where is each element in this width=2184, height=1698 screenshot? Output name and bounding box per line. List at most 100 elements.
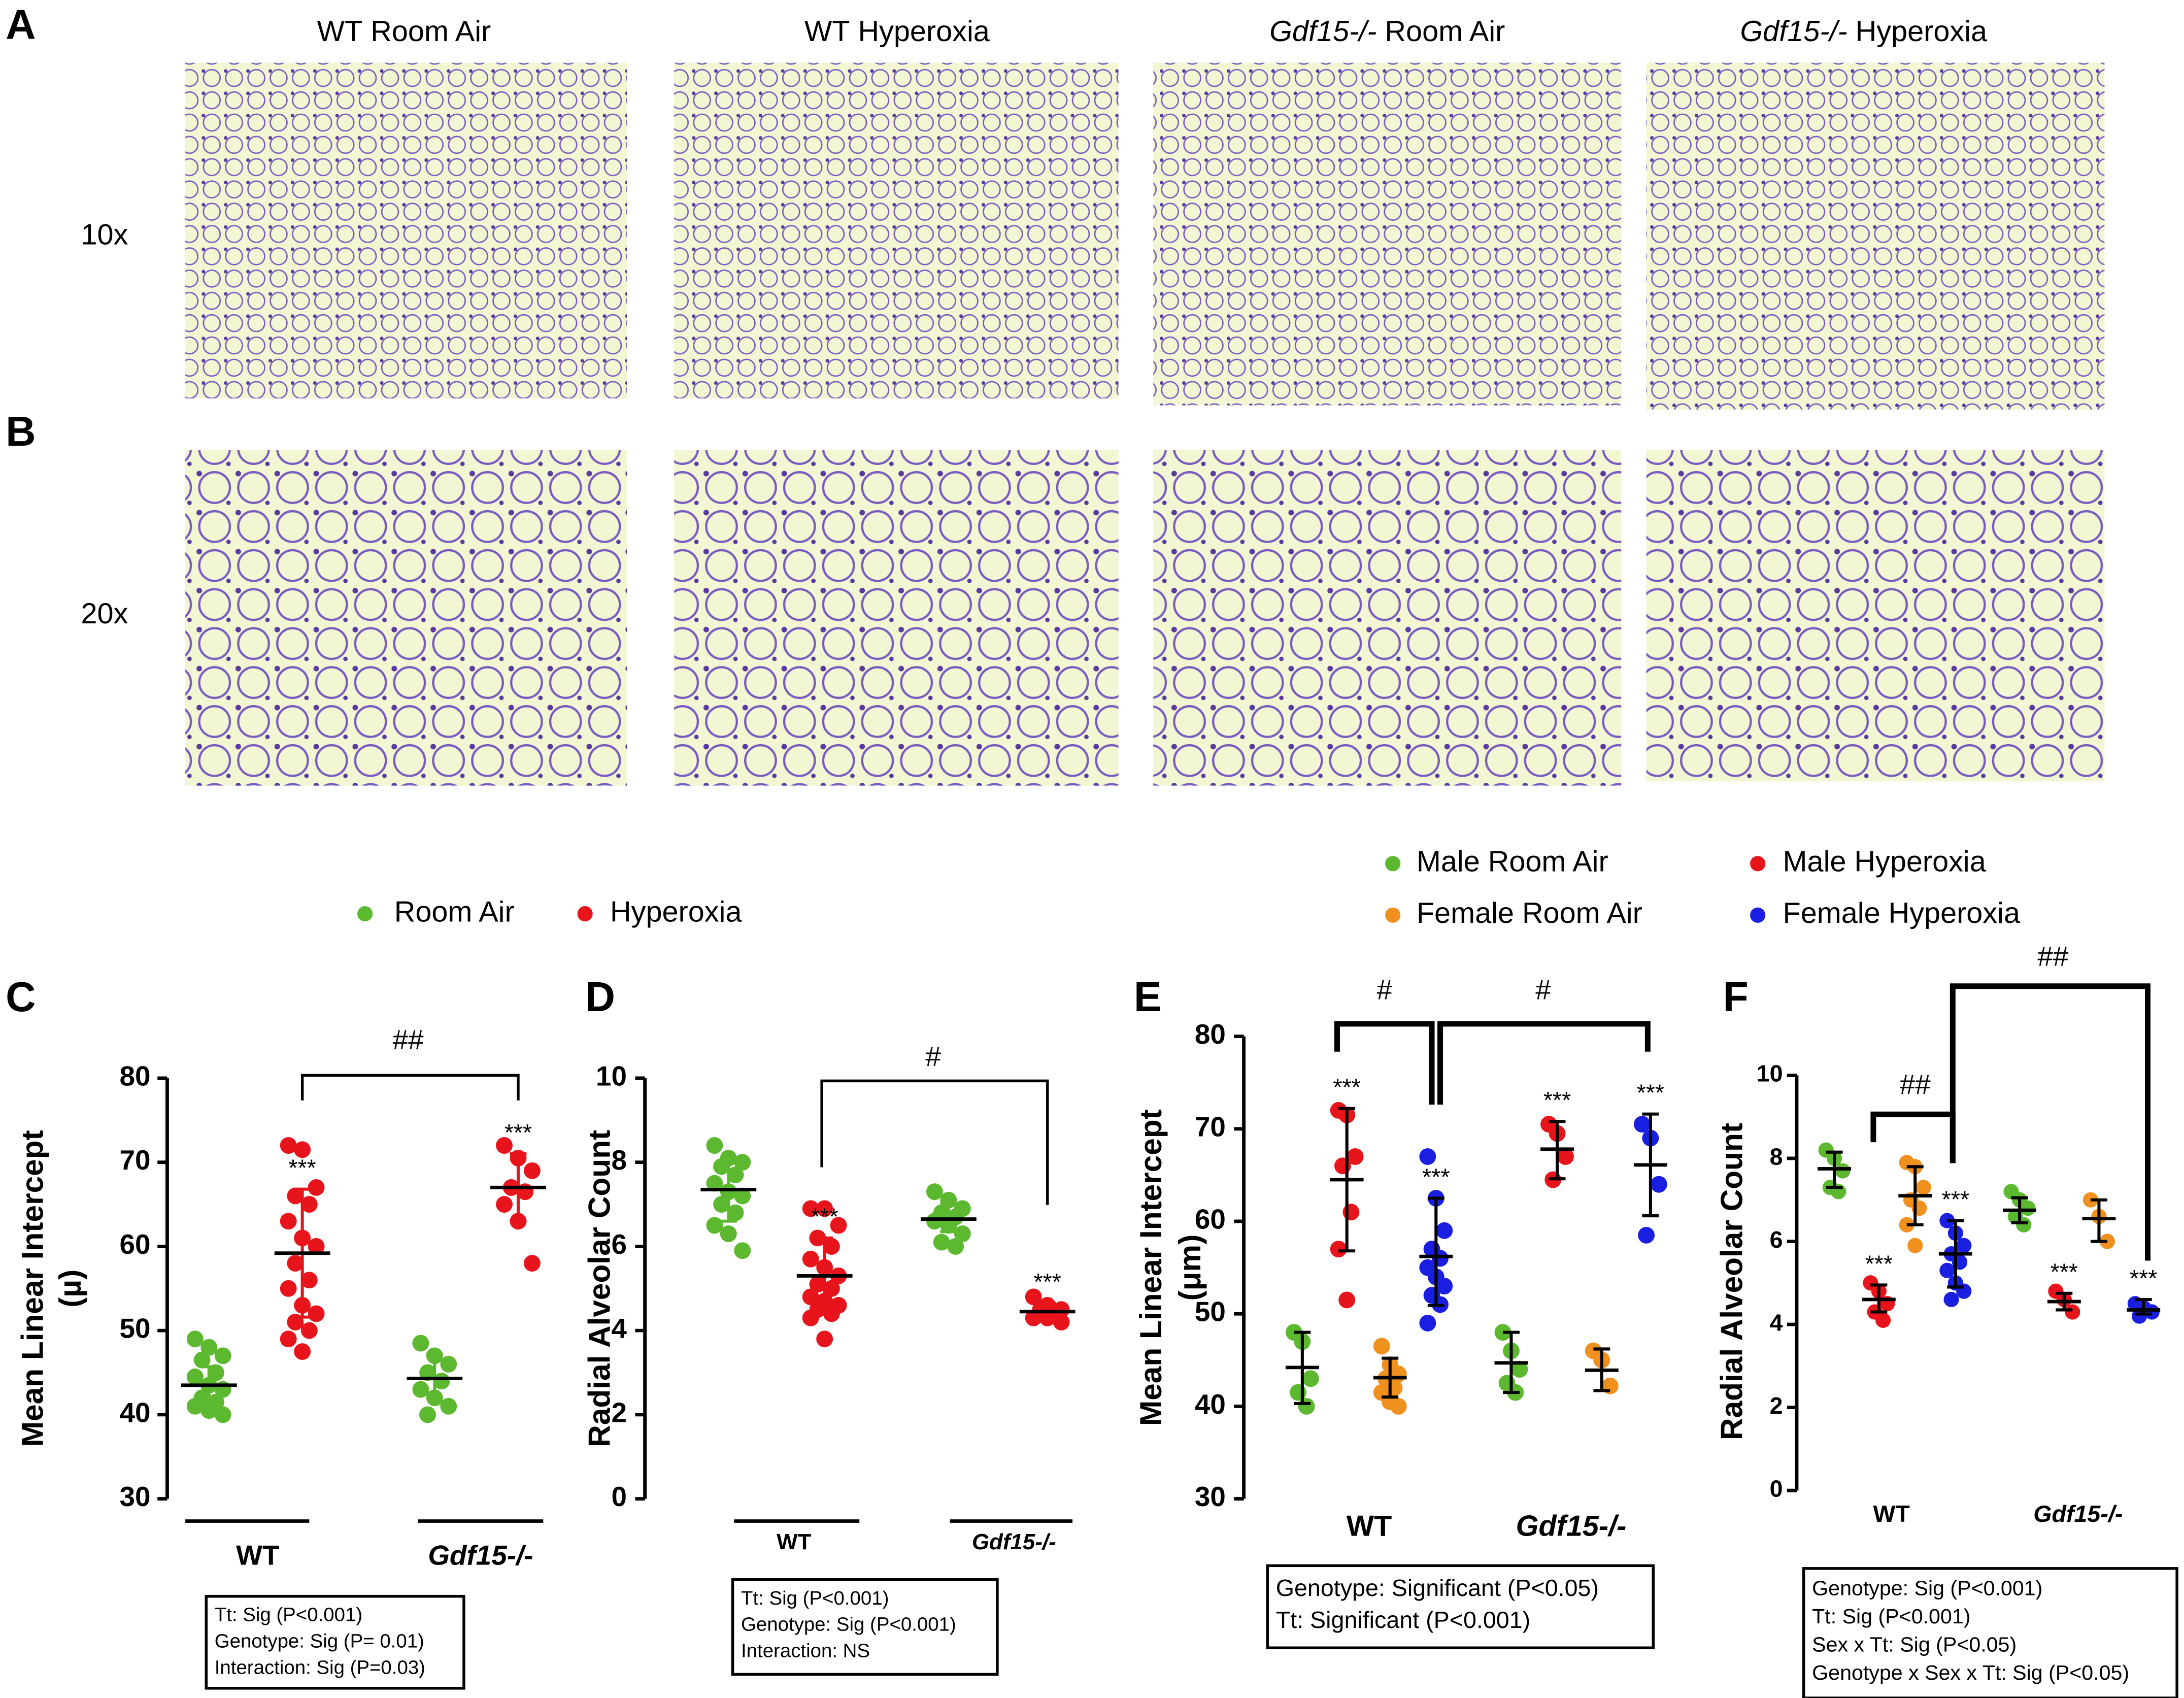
legend-label: Room Air [394,895,515,928]
error-bar [200,1365,218,1400]
x-tick-label: Gdf15-/- [1516,1510,1627,1542]
y-tick-label: 60 [119,1228,150,1260]
data-point [713,1158,730,1175]
data-point [734,1242,751,1259]
panel-label: A [6,2,36,48]
data-point [1025,1309,1042,1326]
data-point [1334,1157,1351,1175]
data-point [816,1200,833,1217]
data-point [186,1368,204,1385]
significance-label: *** [288,1155,316,1181]
y-tick-label: 8 [611,1144,627,1176]
data-point [523,1162,541,1179]
x-tick-label: WT [1873,1501,1910,1527]
legend-label: Female Hyperoxia [1783,897,2021,929]
comparison-label: ## [2037,940,2069,972]
data-point [1916,1180,1931,1195]
stats-line: Tt: Sig (P<0.001) [1812,1605,1970,1628]
y-tick-label: 0 [611,1481,627,1512]
significance-label: *** [1333,1074,1360,1101]
stats-line: Interaction: NS [741,1640,870,1662]
comparison-bracket [820,1079,1049,1205]
stats-box [205,1594,465,1690]
data-point [300,1196,318,1213]
stats-box [731,1578,999,1676]
y-axis-label: Radial Alveolar Count [1714,1123,1749,1440]
stats-line: Tt: Sig (P<0.001) [741,1587,889,1609]
panel-label: D [585,974,615,1020]
data-point [1511,1361,1528,1378]
micrograph [185,62,627,398]
data-point [830,1217,847,1234]
data-point [809,1276,826,1293]
legend-marker [1750,856,1766,872]
column-condition: Room Air [371,15,491,48]
comparison-bracket [1437,1021,1651,1105]
data-point [823,1238,840,1255]
stats-line: Interaction: Sig (P=0.03) [215,1656,425,1678]
y-axis-label: Radial Alveolar Count [582,1130,617,1447]
data-point [214,1406,231,1423]
data-point [308,1305,325,1322]
data-point [926,1183,943,1201]
error-bar [2090,1198,2107,1243]
comparison-label: ## [393,1024,424,1055]
data-point [1436,1222,1453,1239]
data-point [523,1255,541,1272]
stats-box [1266,1564,1655,1649]
y-tick-label: 50 [119,1313,150,1344]
data-point [734,1187,751,1205]
data-point [1342,1204,1360,1221]
legend-label: Female Room Air [1417,897,1642,929]
data-point [720,1225,737,1242]
data-point [186,1330,204,1348]
significance-label: *** [1033,1269,1061,1295]
significance-label: *** [2051,1259,2078,1285]
data-point [713,1196,730,1213]
legend-marker [1385,907,1401,923]
data-point [496,1196,513,1213]
data-point [823,1280,840,1297]
data-point [200,1402,218,1419]
data-point [802,1200,819,1217]
data-point [1835,1163,1851,1179]
data-point [1347,1148,1364,1165]
data-point [2020,1200,2036,1216]
legend-label: Hyperoxia [610,895,742,928]
data-point [1943,1291,1959,1308]
panel-label: E [1134,974,1162,1020]
column-title: Gdf15-/- Room Air [1269,15,1505,48]
legend-marker [1750,907,1766,923]
significance-label: *** [2130,1265,2157,1291]
data-point [1638,1226,1655,1244]
data-point [734,1154,751,1171]
y-tick-label: 60 [1195,1203,1226,1235]
stats-line: Genotype: Sig (P<0.001) [741,1614,956,1636]
data-point [308,1179,325,1196]
column-condition: Hyperoxia [1856,15,1988,48]
data-point [947,1238,964,1255]
error-bar [426,1352,443,1400]
data-point [287,1187,304,1205]
data-point [823,1305,840,1322]
comparison-bracket [1870,1111,1956,1163]
x-tick-label: WT [236,1539,279,1571]
y-tick-label: 6 [611,1228,627,1260]
data-point [1373,1338,1390,1355]
data-point [287,1255,304,1272]
data-point [1633,1116,1651,1133]
data-point [280,1280,297,1297]
panel-label: B [6,408,36,455]
y-tick-label: 0 [1770,1475,1783,1502]
data-point [933,1234,950,1251]
column-genotype: WT [317,15,363,48]
data-point [440,1355,457,1373]
micrographs [185,62,2105,786]
stats-box [1802,1567,2178,1698]
comparison-label: # [1376,974,1392,1005]
micrograph [185,450,627,786]
comparison-bracket [1950,983,2151,1261]
legend-marker [357,906,373,922]
legend-marker [577,906,593,922]
